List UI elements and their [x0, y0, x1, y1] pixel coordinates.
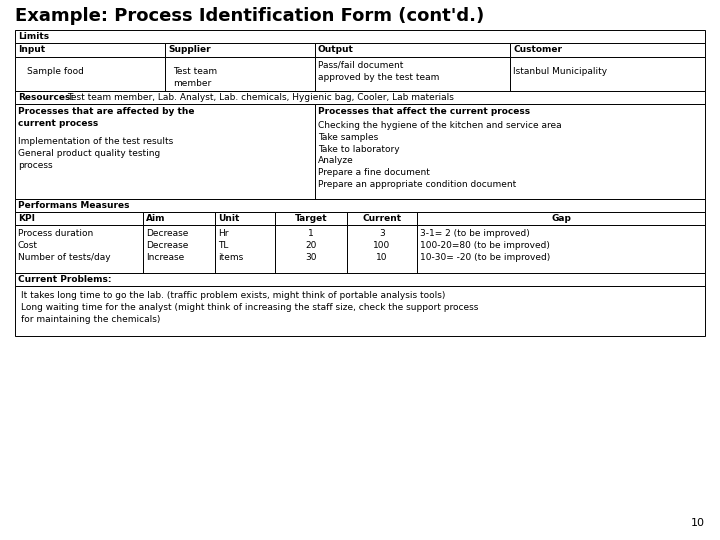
Text: Processes that affect the current process: Processes that affect the current proces… [318, 107, 530, 116]
Bar [15, 104, 315, 199]
Text: Current: Current [362, 214, 402, 223]
Bar [315, 43, 510, 57]
Bar [15, 212, 143, 225]
Text: Hr
TL
items: Hr TL items [218, 229, 243, 261]
Text: Supplier: Supplier [168, 45, 211, 54]
Text: Customer: Customer [513, 45, 562, 54]
Text: Checking the hygiene of the kitchen and service area
Take samples
Take to labora: Checking the hygiene of the kitchen and … [318, 121, 562, 189]
Bar [417, 212, 705, 225]
Text: Output: Output [318, 45, 354, 54]
Text: Unit: Unit [218, 214, 239, 223]
Bar [347, 212, 417, 225]
Text: Aim: Aim [146, 214, 166, 223]
Text: 3-1= 2 (to be improved)
100-20=80 (to be improved)
10-30= -20 (to be improved): 3-1= 2 (to be improved) 100-20=80 (to be… [420, 229, 550, 261]
Bar [315, 57, 510, 91]
Text: KPI: KPI [18, 214, 35, 223]
Bar [315, 104, 705, 199]
Bar [165, 43, 315, 57]
Bar [15, 91, 705, 104]
Text: Current Problems:: Current Problems: [18, 275, 112, 284]
Text: Istanbul Municipality: Istanbul Municipality [513, 67, 607, 76]
Bar [347, 225, 417, 273]
Text: Decrease
Decrease
Increase: Decrease Decrease Increase [146, 229, 189, 261]
Text: Test team
member: Test team member [173, 67, 217, 88]
Text: Test team member, Lab. Analyst, Lab. chemicals, Hygienic bag, Cooler, Lab materi: Test team member, Lab. Analyst, Lab. che… [67, 93, 454, 102]
Bar [143, 212, 215, 225]
Bar [15, 286, 705, 336]
Text: It takes long time to go the lab. (traffic problem exists, might think of portab: It takes long time to go the lab. (traff… [21, 291, 478, 323]
Text: 3
100
10: 3 100 10 [374, 229, 391, 261]
Text: 10: 10 [691, 518, 705, 528]
Text: Gap: Gap [551, 214, 571, 223]
Bar [15, 273, 705, 286]
Text: Process duration
Cost
Number of tests/day: Process duration Cost Number of tests/da… [18, 229, 111, 261]
Text: Limits: Limits [18, 32, 49, 41]
Bar [510, 57, 705, 91]
Bar [15, 30, 705, 43]
Bar [275, 212, 347, 225]
Text: Example: Process Identification Form (cont'd.): Example: Process Identification Form (co… [15, 7, 485, 25]
Bar [143, 225, 215, 273]
Text: Implementation of the test results
General product quality testing
process: Implementation of the test results Gener… [18, 137, 174, 170]
Bar [15, 57, 165, 91]
Bar [510, 43, 705, 57]
Bar [15, 199, 705, 212]
Text: Sample food: Sample food [27, 67, 84, 76]
Bar [417, 225, 705, 273]
Text: Performans Measures: Performans Measures [18, 201, 130, 210]
Bar [215, 225, 275, 273]
Bar [165, 57, 315, 91]
Text: Input: Input [18, 45, 45, 54]
Text: Target: Target [294, 214, 328, 223]
Text: 1
20
30: 1 20 30 [305, 229, 317, 261]
Text: Processes that are affected by the
current process: Processes that are affected by the curre… [18, 107, 194, 128]
Text: Resources:: Resources: [18, 93, 74, 102]
Bar [15, 43, 165, 57]
Bar [215, 212, 275, 225]
Bar [275, 225, 347, 273]
Bar [15, 225, 143, 273]
Text: Pass/fail document
approved by the test team: Pass/fail document approved by the test … [318, 61, 439, 82]
